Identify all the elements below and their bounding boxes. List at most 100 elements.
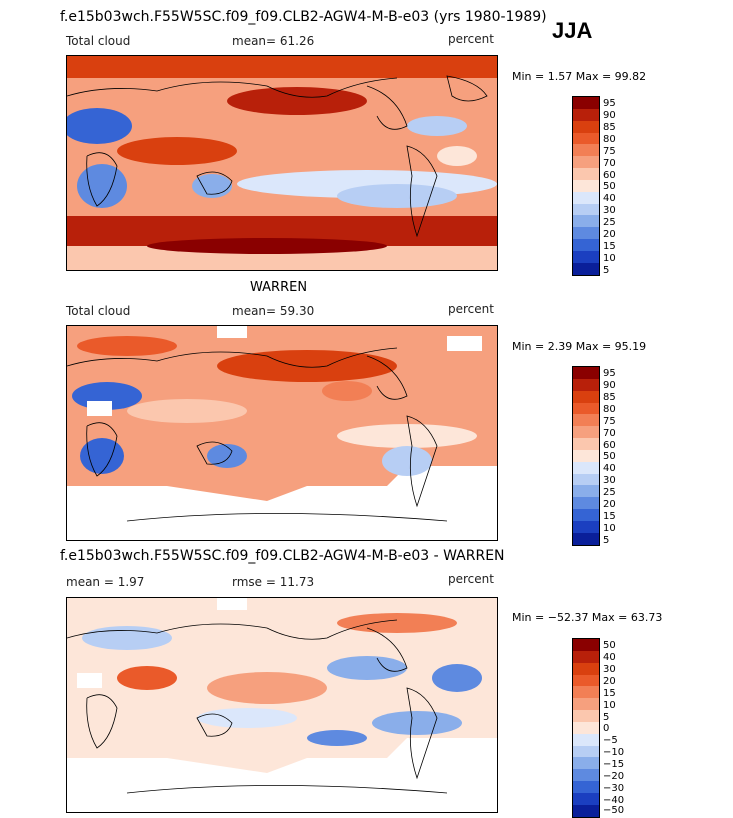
panel2-level: 90: [603, 380, 616, 391]
panel1-level: 70: [603, 158, 616, 169]
panel1-level: 60: [603, 170, 616, 181]
panel1-mean-label: mean= 61.26: [232, 34, 315, 48]
swatch: [573, 108, 599, 121]
swatch: [573, 262, 599, 275]
swatch: [573, 792, 599, 805]
swatch: [573, 757, 599, 770]
panel1-level: 50: [603, 181, 616, 192]
swatch: [573, 168, 599, 180]
swatch: [573, 449, 599, 462]
panel3-minmax: Min = −52.37 Max = 63.73: [512, 611, 663, 624]
swatch: [573, 250, 599, 263]
swatch: [573, 769, 599, 782]
panel1-level: 15: [603, 241, 616, 252]
panel2-variable-label: Total cloud: [66, 304, 131, 318]
swatch: [573, 804, 599, 817]
panel1-variable-label: Total cloud: [66, 34, 131, 48]
panel1-level: 80: [603, 134, 616, 145]
swatch: [573, 698, 599, 711]
panel3-level: −30: [603, 783, 625, 794]
panel2-level: 25: [603, 487, 616, 498]
panel2-level: 70: [603, 428, 616, 439]
swatch: [573, 745, 599, 758]
swatch: [573, 215, 599, 228]
panel2-level: 15: [603, 511, 616, 522]
panel1-units-label: percent: [448, 32, 494, 46]
swatch: [573, 390, 599, 403]
panel1-level: 30: [603, 205, 616, 216]
panel1-level: 40: [603, 193, 616, 204]
panel1-minmax: Min = 1.57 Max = 99.82: [512, 70, 647, 83]
swatch: [573, 497, 599, 510]
swatch: [573, 179, 599, 192]
swatch: [573, 378, 599, 391]
panel3-level: −20: [603, 771, 625, 782]
swatch: [573, 239, 599, 251]
swatch: [573, 520, 599, 533]
panel3-level: −15: [603, 759, 625, 770]
panel2-level: 40: [603, 463, 616, 474]
swatch: [573, 781, 599, 793]
swatch: [573, 721, 599, 734]
panel3-level: −5: [603, 735, 618, 746]
panel2-level: 85: [603, 392, 616, 403]
swatch: [573, 710, 599, 722]
panel1-level: 85: [603, 122, 616, 133]
swatch: [573, 402, 599, 415]
panel1-level: 95: [603, 98, 616, 109]
panel3-units-label: percent: [448, 572, 494, 586]
panel3-level: −40: [603, 795, 625, 806]
panel2-units-label: percent: [448, 302, 494, 316]
panel3-level: 0: [603, 723, 610, 734]
panel3-level: 20: [603, 676, 616, 687]
panel3-level: 30: [603, 664, 616, 675]
panel2-level: 60: [603, 440, 616, 451]
swatch: [573, 426, 599, 439]
panel2-level: 50: [603, 451, 616, 462]
swatch: [573, 156, 599, 169]
panel1-map: [66, 55, 498, 271]
panel3-heading: f.e15b03wch.F55W5SC.f09_f09.CLB2-AGW4-M-…: [60, 548, 505, 564]
swatch: [573, 473, 599, 486]
panel2-colorbar: [572, 366, 600, 546]
panel2-map: [66, 325, 498, 541]
panel3-map: [66, 597, 498, 813]
panel3-level: −10: [603, 747, 625, 758]
swatch: [573, 674, 599, 687]
panel3-level: −50: [603, 805, 625, 816]
season-label: JJA: [552, 18, 593, 43]
swatch: [573, 414, 599, 427]
panel2-mean-label: mean= 59.30: [232, 304, 315, 318]
swatch: [573, 132, 599, 145]
panel2-minmax: Min = 2.39 Max = 95.19: [512, 340, 647, 353]
panel2-level: 80: [603, 404, 616, 415]
swatch: [573, 650, 599, 663]
swatch: [573, 120, 599, 133]
panel3-mean-label: mean = 1.97: [66, 575, 145, 589]
swatch: [573, 191, 599, 204]
swatch: [573, 461, 599, 474]
panel3-level: 15: [603, 688, 616, 699]
panel3-rmse-label: rmse = 11.73: [232, 575, 315, 589]
panel2-level: 5: [603, 535, 610, 546]
swatch: [573, 203, 599, 216]
panel1-level: 10: [603, 253, 616, 264]
swatch: [573, 227, 599, 240]
panel2-level: 30: [603, 475, 616, 486]
swatch: [573, 662, 599, 675]
swatch: [573, 639, 599, 651]
panel2-level: 10: [603, 523, 616, 534]
panel2-level: 75: [603, 416, 616, 427]
panel3-level: 5: [603, 712, 610, 723]
swatch: [573, 485, 599, 498]
panel1-level: 90: [603, 110, 616, 121]
swatch: [573, 367, 599, 379]
panel1-level: 20: [603, 229, 616, 240]
panel3-colorbar: [572, 638, 600, 818]
panel2-heading: WARREN: [250, 280, 308, 295]
panel3-level: 50: [603, 640, 616, 651]
panel1-colorbar: [572, 96, 600, 276]
swatch: [573, 509, 599, 521]
swatch: [573, 438, 599, 450]
panel2-level: 20: [603, 499, 616, 510]
